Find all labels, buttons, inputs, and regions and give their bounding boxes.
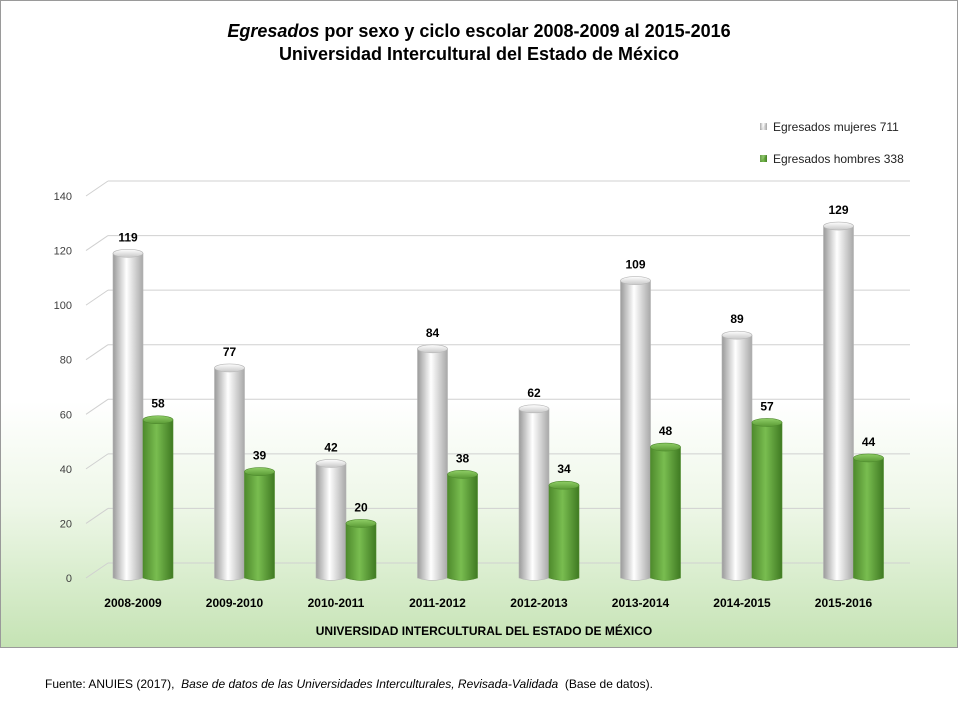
data-label-mujeres-2012-2013: 62: [527, 386, 541, 400]
bar-cap-mujeres-2010-2011: [315, 459, 347, 468]
bar-cap-hombres-2009-2010: [244, 467, 275, 476]
bar-mujeres-2009-2010: [214, 367, 245, 581]
chart-subtitle: Universidad Intercultural del Estado de …: [278, 44, 680, 64]
bar-cap-mujeres-2014-2015: [721, 330, 753, 340]
source-suffix: (Base de datos).: [564, 677, 653, 691]
source-italic: Base de datos de las Universidades Inter…: [181, 677, 559, 691]
grid-diag-100: [85, 289, 109, 306]
data-label-mujeres-2013-2014: 109: [625, 258, 645, 272]
grid-diag-20: [85, 508, 109, 524]
legend-label-mujeres: Egresados mujeres 711: [773, 120, 899, 134]
grid-diag-140: [85, 180, 109, 197]
bar-cap-hombres-2012-2013: [548, 480, 580, 490]
y-tick-label: 120: [54, 246, 72, 258]
source-note: Fuente: ANUIES (2017), Base de datos de …: [45, 677, 653, 691]
bar-cap-mujeres-2013-2014: [620, 276, 651, 285]
data-label-mujeres-2015-2016: 129: [828, 203, 848, 217]
category-label-2015-2016: 2015-2016: [815, 596, 873, 610]
bar-cap-mujeres-2012-2013: [518, 404, 550, 414]
bar-cap-hombres-2014-2015: [751, 418, 783, 427]
bar-mujeres-2014-2015: [721, 334, 753, 581]
data-label-hombres-2014-2015: 57: [760, 399, 774, 413]
category-label-2010-2011: 2010-2011: [308, 596, 365, 610]
y-tick-label: 0: [66, 573, 72, 585]
legend: Egresados mujeres 711 Egresados hombres 3…: [760, 120, 904, 166]
grid-diag-80: [85, 344, 109, 361]
data-label-hombres-2010-2011: 20: [354, 500, 368, 514]
y-tick-label: 40: [60, 464, 72, 476]
category-label-2014-2015: 2014-2015: [713, 596, 771, 610]
data-label-hombres-2008-2009: 58: [151, 397, 165, 411]
grid-diag-60: [85, 398, 109, 415]
bar-mujeres-2010-2011: [315, 463, 347, 581]
bar-hombres-2013-2014: [650, 446, 681, 581]
chart-title-line1: Egresados por sexo y ciclo escolar 2008-…: [0, 20, 958, 43]
grid-diag-120: [85, 235, 109, 251]
bars: [112, 221, 884, 581]
bar-hombres-2015-2016: [853, 457, 884, 581]
category-label-2011-2012: 2011-2012: [409, 596, 466, 610]
bar-hombres-2008-2009: [142, 419, 174, 581]
bar-cap-hombres-2013-2014: [650, 442, 681, 452]
category-label-2012-2013: 2012-2013: [510, 596, 568, 610]
bar-hombres-2012-2013: [548, 484, 580, 581]
category-label-2009-2010: 2009-2010: [206, 596, 264, 610]
y-tick-label: 140: [54, 191, 72, 203]
bar-mujeres-2008-2009: [112, 253, 144, 581]
legend-swatch-fill-mujeres: [760, 123, 767, 130]
data-label-hombres-2012-2013: 34: [557, 462, 571, 476]
bar-hombres-2011-2012: [447, 474, 478, 581]
y-tick-label: 20: [60, 518, 72, 530]
bar-cap-mujeres-2009-2010: [214, 363, 245, 373]
data-label-hombres-2009-2010: 39: [253, 449, 267, 463]
category-label-2013-2014: 2013-2014: [612, 596, 670, 610]
y-tick-label: 80: [60, 355, 72, 367]
chart-svg: 0 20 40 60 80 100 120 140 119 58 77 39 42 20 84 38 62 34…: [54, 120, 910, 638]
legend-swatch-fill-hombres: [760, 155, 767, 162]
y-axis-ticks: 0 20 40 60 80 100 120 140: [54, 191, 72, 585]
bar-hombres-2010-2011: [345, 523, 377, 581]
bar-cap-hombres-2015-2016: [853, 453, 884, 463]
bar-mujeres-2015-2016: [823, 225, 854, 581]
data-label-mujeres-2008-2009: 119: [118, 230, 138, 244]
bar-hombres-2009-2010: [244, 471, 275, 581]
data-labels: 119 58 77 39 42 20 84 38 62 34 109 48 89 57 129 44: [118, 203, 875, 514]
grid-diag-0: [85, 562, 109, 579]
data-label-mujeres-2014-2015: 89: [730, 312, 744, 326]
y-tick-label: 100: [54, 300, 72, 312]
data-label-hombres-2015-2016: 44: [862, 435, 876, 449]
bar-cap-mujeres-2015-2016: [823, 221, 854, 231]
bar-cap-mujeres-2011-2012: [417, 344, 448, 354]
bar-cap-hombres-2010-2011: [345, 519, 377, 528]
chart-title: Egresados por sexo y ciclo escolar 2008-…: [0, 20, 958, 66]
bar-mujeres-2013-2014: [620, 280, 651, 581]
grid-diag-40: [85, 453, 109, 470]
bar-mujeres-2011-2012: [417, 348, 448, 581]
source-prefix: Fuente: ANUIES (2017),: [45, 677, 175, 691]
category-label-2008-2009: 2008-2009: [104, 596, 162, 610]
legend-label-hombres: Egresados hombres 338: [773, 152, 904, 166]
data-label-mujeres-2009-2010: 77: [223, 345, 237, 359]
data-label-hombres-2013-2014: 48: [659, 424, 673, 438]
chart-title-italic: Egresados: [227, 21, 320, 41]
y-tick-label: 60: [60, 409, 72, 421]
grid-lines: [85, 180, 910, 579]
bar-cap-mujeres-2008-2009: [112, 249, 144, 258]
data-label-mujeres-2010-2011: 42: [324, 440, 338, 454]
bar-cap-hombres-2011-2012: [447, 470, 478, 479]
data-label-hombres-2011-2012: 38: [456, 451, 470, 465]
x-axis-title: UNIVERSIDAD INTERCULTURAL DEL ESTADO DE …: [316, 623, 652, 638]
category-labels: 2008-2009 2009-2010 2010-2011 2011-2012 2012…: [104, 596, 872, 610]
bar-cap-hombres-2008-2009: [142, 415, 174, 425]
chart-title-rest: por sexo y ciclo escolar 2008-2009 al 20…: [319, 21, 731, 41]
bar-hombres-2014-2015: [751, 422, 783, 581]
data-label-mujeres-2011-2012: 84: [426, 326, 440, 340]
bar-mujeres-2012-2013: [518, 408, 550, 581]
